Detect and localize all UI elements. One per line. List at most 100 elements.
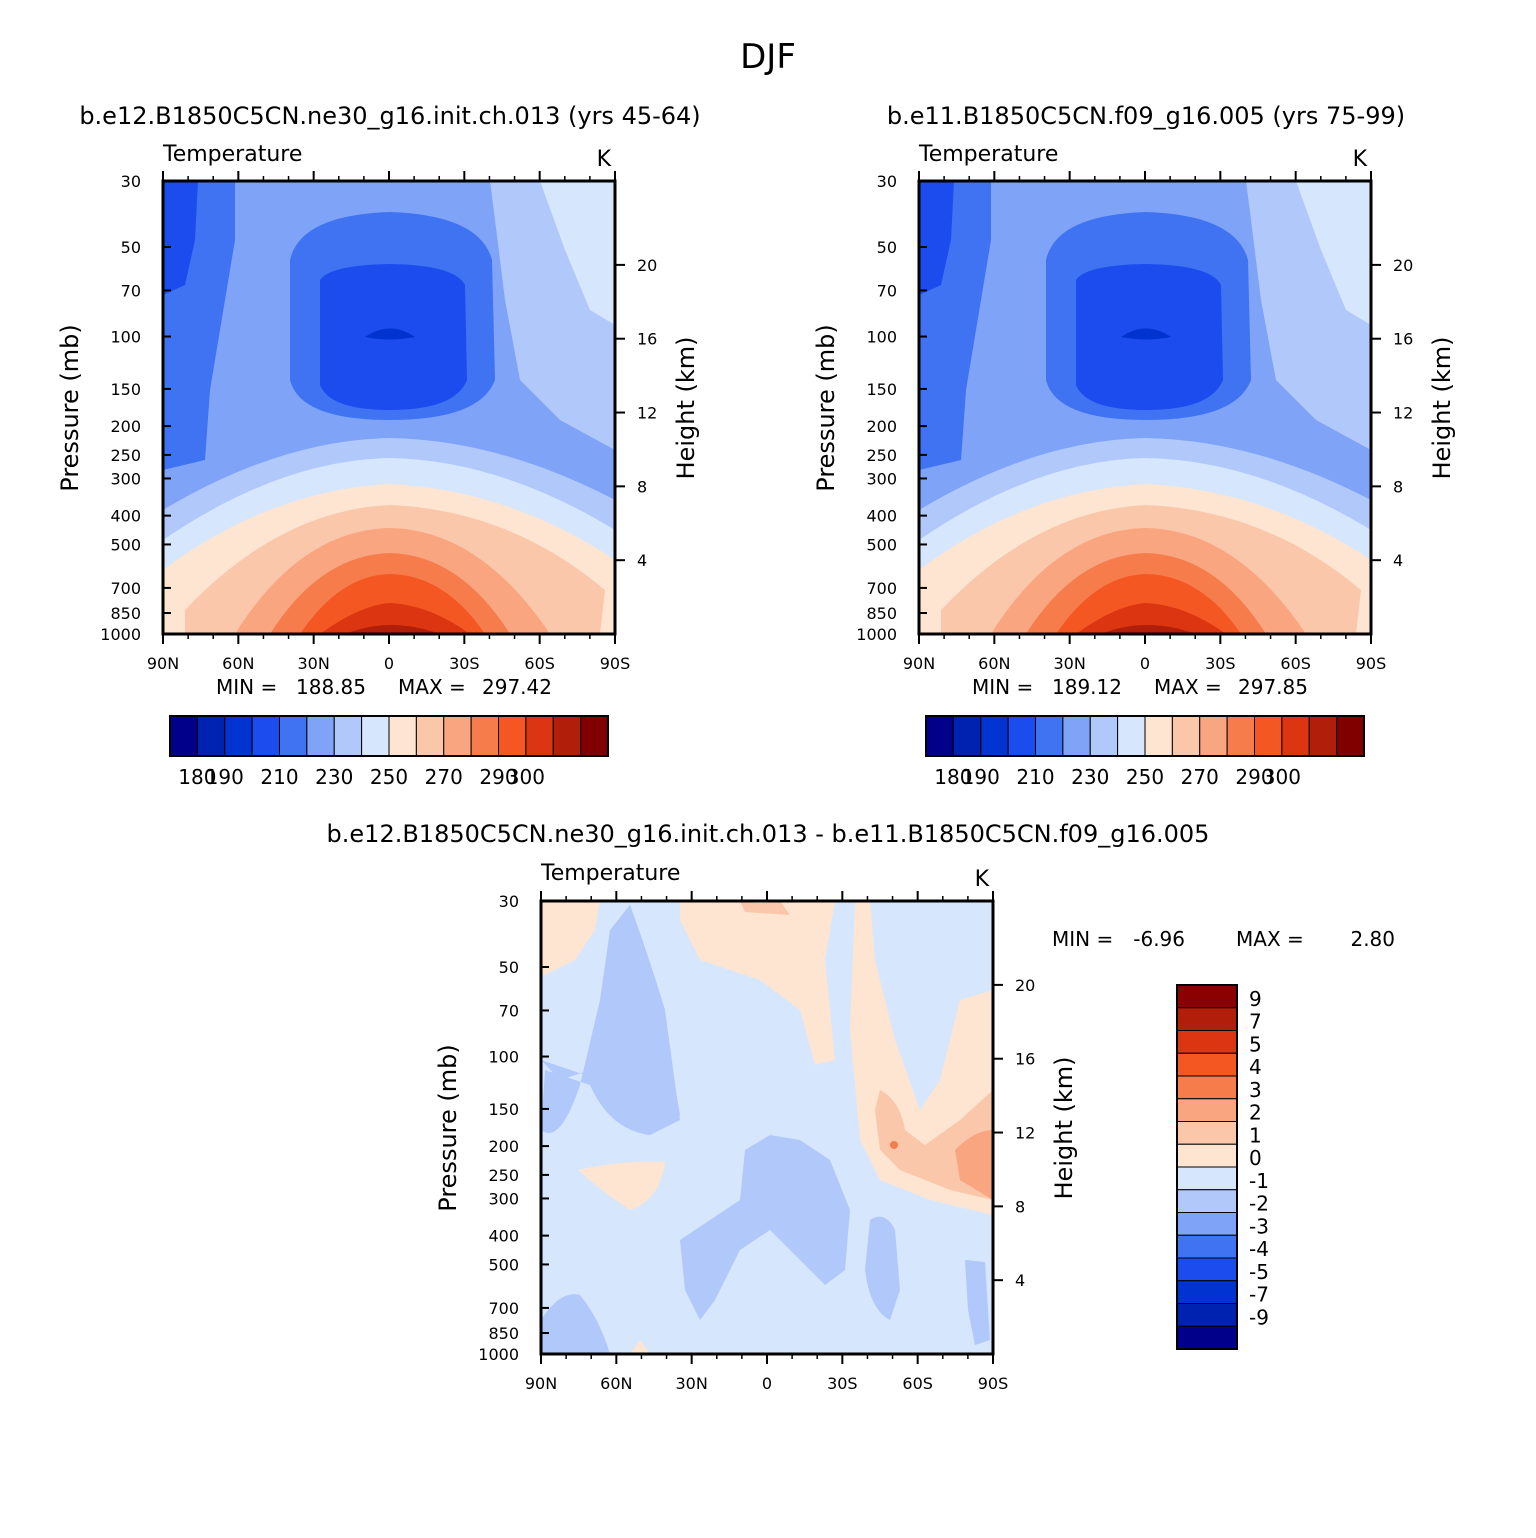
panel-right-colorbar-swatch	[1171, 715, 1201, 757]
panel-left-colorbar-label: 250	[370, 765, 408, 789]
panel-right-ytick-label: 150	[866, 380, 897, 399]
panel-left-contour-field	[163, 181, 615, 634]
panel-diff-colorbar-swatch	[1176, 1189, 1238, 1213]
panel-right-title: b.e11.B1850C5CN.f09_g16.005 (yrs 75-99)	[887, 102, 1405, 130]
panel-diff-colorbar-label: 2	[1249, 1101, 1262, 1125]
panel-diff-colorbar-label: -5	[1249, 1260, 1269, 1284]
panel-right-y2label: Height (km)	[1428, 337, 1456, 480]
panel-left: b.e12.B1850C5CN.ne30_g16.init.ch.013 (yr…	[56, 102, 701, 789]
panel-left-ytick-label: 150	[110, 380, 141, 399]
panel-left-ytick-label: 70	[121, 281, 141, 300]
panel-diff-ylabel: Pressure (mb)	[434, 1044, 462, 1211]
panel-left-xtick-label: 90N	[147, 654, 179, 673]
panel-left-xtick-label: 90S	[600, 654, 631, 673]
panel-left-ytick-label: 850	[110, 604, 141, 623]
panel-left-min-value: 188.85	[296, 675, 366, 699]
panel-left-units-label: K	[597, 147, 612, 172]
panel-left-colorbar-swatch	[306, 715, 335, 757]
panel-right-ytick-label: 50	[877, 238, 897, 257]
panel-left-xtick-label: 60N	[222, 654, 254, 673]
panel-right-colorbar-swatch	[1281, 715, 1310, 757]
panel-right-colorbar-swatch	[1199, 715, 1228, 757]
panel-left-colorbar-label: 180	[178, 765, 216, 789]
panel-right-ytick-label: 100	[866, 328, 897, 347]
panel-diff-colorbar-label: -9	[1249, 1305, 1269, 1329]
panel-right-colorbar-swatch	[1226, 715, 1255, 757]
panel-right-colorbar-label: 180	[934, 765, 972, 789]
panel-left-ytick-label: 300	[110, 469, 141, 488]
panel-left-xtick-label: 30N	[298, 654, 330, 673]
panel-diff-colorbar-swatch	[1176, 1257, 1238, 1282]
panel-diff-title: b.e12.B1850C5CN.ne30_g16.init.ch.013 - b…	[327, 820, 1210, 848]
panel-diff-ytick-label: 400	[488, 1227, 519, 1246]
panel-left-xtick-label: 60S	[524, 654, 555, 673]
panel-right-colorbar-label: 270	[1181, 765, 1219, 789]
panel-right-contour-field	[919, 181, 1371, 634]
panel-left-ytick-label: 250	[110, 446, 141, 465]
panel-diff-colorbar-label: 9	[1249, 987, 1262, 1011]
panel-diff-ytick-label: 200	[488, 1137, 519, 1156]
panel-right-max-label: MAX =	[1154, 675, 1222, 699]
panel-right-colorbar-swatch	[1336, 715, 1365, 757]
panel-right-colorbar-label: 230	[1071, 765, 1109, 789]
panel-right-ytick-label: 850	[866, 604, 897, 623]
panel-left-colorbar-swatch	[251, 715, 280, 757]
panel-diff-xtick-label: 0	[762, 1374, 772, 1393]
panel-diff-min-label: MIN =	[1052, 927, 1113, 951]
panel-diff-xtick-label: 90S	[978, 1374, 1009, 1393]
panel-right-colorbar-swatch	[1007, 715, 1036, 757]
panel-diff-colorbar-swatch	[1176, 1280, 1238, 1304]
panel-right-colorbar-swatch	[1035, 715, 1064, 757]
panel-diff-colorbar-swatch	[1176, 1325, 1238, 1350]
panel-right-ytick-label: 200	[866, 417, 897, 436]
panel-right-colorbar-swatch	[1117, 715, 1146, 757]
panel-left-min-label: MIN =	[216, 675, 277, 699]
panel-left-ytick-label: 100	[110, 328, 141, 347]
panel-left-colorbar-swatch	[580, 715, 609, 757]
panel-right-xtick-label: 90N	[903, 654, 935, 673]
panel-diff-colorbar-swatch	[1176, 984, 1238, 1009]
panel-right-colorbar-swatch	[1308, 715, 1338, 757]
panel-right-ytick-label: 70	[877, 281, 897, 300]
panel-diff-xtick-label: 90N	[525, 1374, 557, 1393]
panel-left-y2label: Height (km)	[672, 337, 700, 480]
panel-right-y2tick-label: 20	[1393, 256, 1413, 275]
panel-left-colorbar-swatch	[388, 715, 417, 757]
panel-right-ytick-label: 1000	[856, 625, 897, 644]
panel-diff-colorbar-label: -3	[1249, 1214, 1269, 1238]
panel-left-colorbar-label: 300	[507, 765, 545, 789]
panel-diff-ytick-label: 50	[499, 958, 519, 977]
panel-diff-xtick-label: 30S	[827, 1374, 858, 1393]
panel-diff-colorbar-label: -4	[1249, 1237, 1269, 1261]
panel-diff-y2label: Height (km)	[1050, 1057, 1078, 1200]
panel-diff-max-label: MAX =	[1236, 927, 1304, 951]
panel-left-colorbar-swatch	[525, 715, 554, 757]
panel-right-colorbar-label: 250	[1126, 765, 1164, 789]
panel-right-min-label: MIN =	[972, 675, 1033, 699]
panel-right-colorbar-label: 300	[1263, 765, 1301, 789]
panel-left-y2tick-label: 16	[637, 330, 657, 349]
panel-right-colorbar-swatch	[952, 715, 982, 757]
panel-right-variable-label: Temperature	[918, 142, 1058, 167]
panel-left-colorbar-swatch	[224, 715, 253, 757]
panel-right-colorbar-swatch	[1089, 715, 1119, 757]
panel-left-xtick-label: 0	[384, 654, 394, 673]
panel-diff-colorbar-swatch	[1176, 1212, 1238, 1236]
panel-right-ytick-label: 250	[866, 446, 897, 465]
panel-diff: b.e12.B1850C5CN.ne30_g16.init.ch.013 - b…	[327, 820, 1395, 1393]
panel-left-ytick-label: 200	[110, 417, 141, 436]
panel-diff-ytick-label: 1000	[478, 1345, 519, 1364]
panel-left-ytick-label: 50	[121, 238, 141, 257]
panel-left-colorbar-swatch	[552, 715, 582, 757]
panel-diff-colorbar-label: 0	[1249, 1146, 1262, 1170]
panel-left-colorbar-label: 290	[479, 765, 517, 789]
panel-diff-colorbar-label: -7	[1249, 1283, 1269, 1307]
panel-diff-units-label: K	[975, 867, 990, 892]
panel-left-ytick-label: 400	[110, 507, 141, 526]
panel-right-ytick-label: 700	[866, 579, 897, 598]
panel-right-ytick-label: 300	[866, 469, 897, 488]
panel-right-y2tick-label: 16	[1393, 330, 1413, 349]
panel-left-ytick-label: 700	[110, 579, 141, 598]
